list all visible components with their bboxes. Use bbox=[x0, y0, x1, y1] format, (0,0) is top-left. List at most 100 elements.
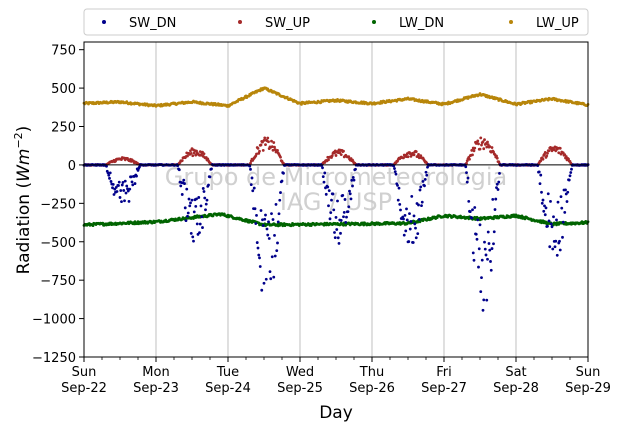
point-sw-dn bbox=[186, 211, 190, 215]
point-sw-up bbox=[483, 138, 486, 142]
x-tick-label-day: Sun bbox=[576, 365, 601, 380]
legend-frame bbox=[83, 8, 589, 36]
point-sw-dn bbox=[106, 171, 110, 175]
point-sw-dn bbox=[425, 173, 429, 177]
point-sw-dn bbox=[567, 178, 571, 182]
point-sw-dn bbox=[393, 167, 396, 170]
y-tick-label: −1250 bbox=[32, 351, 76, 366]
point-sw-dn bbox=[197, 196, 201, 199]
point-sw-up bbox=[334, 154, 338, 157]
point-sw-dn bbox=[204, 202, 208, 206]
point-sw-dn bbox=[403, 213, 407, 217]
point-sw-dn bbox=[342, 215, 345, 219]
point-sw-dn bbox=[257, 253, 261, 257]
point-sw-dn bbox=[354, 167, 357, 171]
point-sw-up bbox=[273, 145, 276, 149]
point-sw-up bbox=[547, 149, 551, 153]
point-sw-dn bbox=[322, 180, 326, 184]
point-sw-dn bbox=[208, 175, 212, 179]
plot-area bbox=[84, 42, 588, 357]
point-sw-dn bbox=[561, 220, 565, 224]
y-tick-label: 250 bbox=[51, 121, 76, 136]
point-sw-dn bbox=[195, 197, 198, 201]
point-sw-dn bbox=[405, 207, 408, 211]
point-sw-dn bbox=[258, 256, 261, 260]
point-sw-up bbox=[339, 153, 343, 157]
point-sw-dn bbox=[543, 213, 547, 217]
point-sw-up bbox=[468, 157, 471, 161]
point-sw-dn bbox=[413, 222, 417, 226]
point-sw-dn bbox=[548, 245, 552, 249]
point-sw-dn bbox=[270, 255, 274, 259]
point-sw-up bbox=[270, 145, 274, 149]
point-sw-dn bbox=[184, 219, 188, 223]
point-sw-dn bbox=[537, 170, 541, 174]
point-sw-dn bbox=[558, 248, 562, 252]
x-tick-label-day: Wed bbox=[286, 365, 314, 380]
point-sw-dn bbox=[249, 183, 253, 187]
point-sw-dn bbox=[123, 199, 126, 203]
point-sw-dn bbox=[115, 190, 119, 193]
point-sw-dn bbox=[334, 216, 338, 219]
point-sw-dn bbox=[482, 298, 486, 302]
point-sw-up bbox=[414, 150, 418, 154]
point-sw-dn bbox=[560, 206, 564, 210]
point-sw-dn bbox=[489, 260, 492, 263]
point-sw-up bbox=[563, 153, 567, 157]
point-sw-dn bbox=[402, 217, 405, 221]
point-sw-up bbox=[488, 145, 492, 148]
point-sw-dn bbox=[546, 224, 549, 228]
x-tick-label-date: Sep-26 bbox=[349, 381, 395, 396]
point-sw-dn bbox=[250, 176, 254, 180]
point-sw-up bbox=[259, 143, 263, 147]
point-sw-dn bbox=[129, 175, 133, 179]
point-sw-up bbox=[266, 136, 270, 140]
x-axis-title: Day bbox=[319, 403, 353, 423]
point-sw-dn bbox=[407, 240, 411, 243]
point-sw-dn bbox=[179, 184, 183, 188]
legend-label: LW_DN bbox=[399, 16, 444, 31]
point-sw-dn bbox=[271, 218, 275, 221]
point-sw-up bbox=[347, 155, 351, 159]
point-sw-dn bbox=[544, 206, 548, 210]
point-sw-dn bbox=[498, 171, 501, 175]
x-tick-label-date: Sep-25 bbox=[277, 381, 323, 396]
point-sw-dn bbox=[277, 212, 281, 216]
point-sw-up bbox=[256, 147, 260, 150]
point-sw-dn bbox=[477, 265, 480, 269]
point-sw-dn bbox=[262, 281, 266, 285]
point-sw-dn bbox=[189, 201, 192, 205]
point-sw-dn bbox=[351, 176, 355, 179]
point-sw-up bbox=[273, 148, 277, 152]
point-sw-dn bbox=[265, 227, 269, 231]
point-sw-dn bbox=[261, 224, 265, 227]
point-sw-dn bbox=[550, 225, 554, 229]
point-sw-dn bbox=[259, 209, 263, 212]
point-sw-dn bbox=[261, 218, 264, 222]
point-sw-dn bbox=[323, 171, 327, 175]
point-sw-dn bbox=[464, 165, 468, 169]
point-sw-dn bbox=[192, 239, 195, 243]
point-sw-up bbox=[564, 155, 568, 158]
y-axis-title: Radiation (Wm−2) bbox=[12, 126, 34, 275]
point-sw-dn bbox=[337, 241, 341, 245]
point-sw-up bbox=[481, 140, 485, 144]
point-lw-dn bbox=[101, 221, 105, 225]
point-sw-dn bbox=[418, 188, 422, 192]
point-sw-dn bbox=[466, 176, 470, 180]
point-sw-dn bbox=[200, 215, 204, 219]
y-axis-title-unit: Wm bbox=[14, 149, 34, 182]
point-sw-up bbox=[198, 150, 202, 153]
point-sw-dn bbox=[109, 180, 113, 183]
point-sw-dn bbox=[552, 215, 555, 219]
point-sw-up bbox=[543, 150, 547, 154]
point-sw-dn bbox=[336, 199, 339, 203]
point-sw-dn bbox=[255, 241, 259, 244]
point-sw-dn bbox=[538, 182, 542, 186]
point-sw-dn bbox=[480, 258, 484, 262]
point-sw-dn bbox=[411, 241, 415, 244]
point-sw-up bbox=[279, 155, 282, 159]
point-sw-dn bbox=[346, 210, 350, 214]
point-sw-dn bbox=[542, 209, 546, 213]
point-sw-dn bbox=[472, 258, 476, 262]
